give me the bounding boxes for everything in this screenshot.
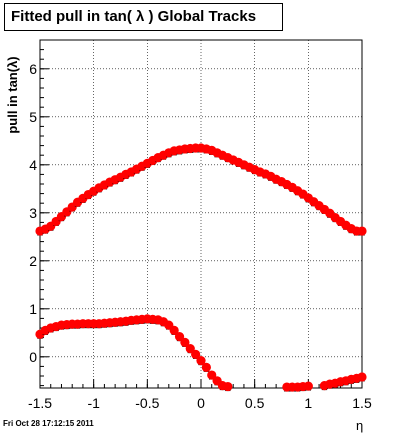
data-point — [201, 362, 211, 372]
x-axis-label: η — [356, 418, 363, 433]
data-points — [35, 143, 367, 392]
data-point — [303, 381, 313, 391]
data-point — [196, 356, 206, 366]
x-tick-label: -1.5 — [28, 395, 52, 411]
y-tick-label: 0 — [29, 349, 37, 365]
x-tick-label: -0.5 — [135, 395, 159, 411]
y-tick-label: 1 — [29, 301, 37, 317]
data-point — [174, 332, 185, 342]
grid-lines — [39, 40, 363, 388]
x-tick-label: -1 — [87, 395, 100, 411]
x-tick-labels: -1.5 -1 -0.5 0 0.5 1 1.5 — [28, 395, 372, 411]
data-point — [223, 381, 233, 392]
y-axis-label: pull in tan(λ) — [5, 56, 20, 133]
data-point — [191, 349, 201, 359]
data-point — [169, 325, 179, 335]
y-tick-label: 4 — [29, 157, 37, 173]
x-tick-label: 1 — [304, 395, 312, 411]
y-tick-label: 3 — [29, 205, 37, 221]
data-point — [357, 226, 367, 236]
data-point — [207, 370, 217, 380]
axis-ticks — [39, 39, 363, 388]
data-point — [180, 337, 190, 347]
y-tick-label: 6 — [29, 61, 37, 77]
y-tick-labels: 0 1 2 3 4 5 6 — [29, 61, 37, 365]
timestamp: Fri Oct 28 17:12:15 2011 — [3, 419, 94, 428]
data-point — [357, 372, 367, 382]
y-tick-label: 5 — [29, 109, 37, 125]
x-tick-label: 0.5 — [245, 395, 265, 411]
x-tick-label: 0 — [197, 395, 205, 411]
chart-title: Fitted pull in tan( λ ) Global Tracks — [4, 3, 283, 31]
data-point — [185, 344, 195, 354]
x-tick-label: 1.5 — [352, 395, 372, 411]
y-tick-label: 2 — [29, 253, 37, 269]
